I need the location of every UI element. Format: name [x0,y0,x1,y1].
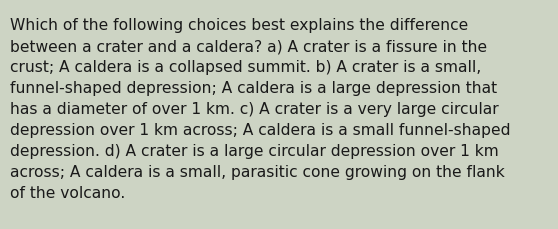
Text: of the volcano.: of the volcano. [10,185,125,200]
Text: has a diameter of over 1 km. c) A crater is a very large circular: has a diameter of over 1 km. c) A crater… [10,101,499,117]
Text: funnel-shaped depression; A caldera is a large depression that: funnel-shaped depression; A caldera is a… [10,81,497,95]
Text: Which of the following choices best explains the difference: Which of the following choices best expl… [10,18,468,33]
Text: depression. d) A crater is a large circular depression over 1 km: depression. d) A crater is a large circu… [10,143,499,158]
Text: across; A caldera is a small, parasitic cone growing on the flank: across; A caldera is a small, parasitic … [10,164,505,179]
Text: depression over 1 km across; A caldera is a small funnel-shaped: depression over 1 km across; A caldera i… [10,123,511,137]
Text: crust; A caldera is a collapsed summit. b) A crater is a small,: crust; A caldera is a collapsed summit. … [10,60,481,75]
Text: between a crater and a caldera? a) A crater is a fissure in the: between a crater and a caldera? a) A cra… [10,39,487,54]
